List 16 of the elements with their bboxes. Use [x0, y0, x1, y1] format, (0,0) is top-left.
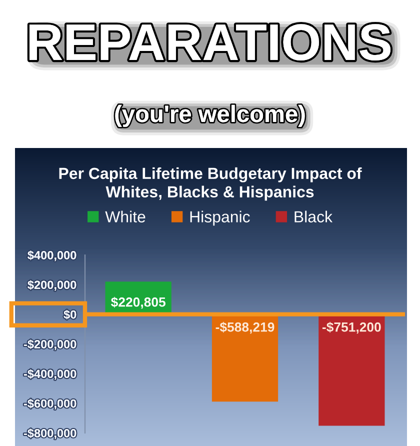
- y-tick-label: $400,000: [28, 250, 76, 262]
- y-tick-label: -$600,000: [24, 398, 76, 410]
- y-tick-label: -$400,000: [24, 369, 76, 380]
- y-tick-label: $0: [64, 310, 76, 320]
- legend-label: Hispanic: [190, 210, 250, 226]
- data-label: -$588,219: [216, 322, 274, 334]
- chart-title: Per Capita Lifetime Budgetary Impact of Whites, Blacks & Hispanics: [59, 167, 362, 201]
- data-label: -$751,200: [322, 322, 381, 334]
- y-tick-label: -$800,000: [24, 428, 76, 440]
- text: (you're welcome): [115, 104, 305, 127]
- y-tick-label: -$200,000: [24, 340, 76, 350]
- y-tick-label: $200,000: [28, 280, 76, 291]
- legend-label: White: [105, 210, 146, 222]
- data-label: $220,805: [110, 296, 166, 309]
- legend-label: Black: [294, 210, 332, 222]
- text: REPARATIONS: [30, 24, 390, 61]
